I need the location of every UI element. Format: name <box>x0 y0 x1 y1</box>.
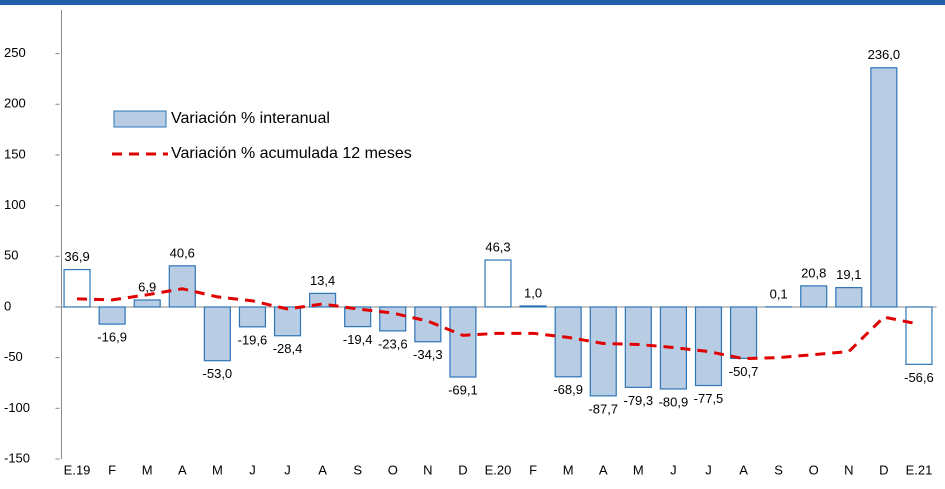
x-tick-label: M <box>633 462 644 477</box>
x-tick-label: A <box>599 462 608 477</box>
line <box>76 287 920 361</box>
x-tick-label: E.20 <box>485 462 512 477</box>
x-tick-label: E.19 <box>64 462 91 477</box>
value-label: -19,6 <box>238 332 268 347</box>
value-label: -34,3 <box>413 347 443 362</box>
value-label: -16,9 <box>97 330 127 345</box>
value-label: -69,1 <box>448 382 478 397</box>
value-label: 1,0 <box>524 285 542 300</box>
legend-label: Variación % acumulada 12 meses <box>171 145 412 162</box>
bar <box>273 306 302 337</box>
bar <box>519 305 547 308</box>
x-tick-label: J <box>284 462 291 477</box>
bar <box>449 306 477 378</box>
top-bar <box>0 0 945 5</box>
value-label: -53,0 <box>203 366 233 381</box>
bar <box>905 306 933 365</box>
x-tick-label: J <box>670 462 677 477</box>
value-label: 6,9 <box>138 279 156 294</box>
value-label: -50,7 <box>729 364 759 379</box>
bar <box>835 287 863 308</box>
value-label: 13,4 <box>310 273 335 288</box>
y-tick-label: -150 <box>4 450 30 465</box>
y-tick-label: 250 <box>4 45 26 60</box>
x-tick-label: D <box>879 462 888 477</box>
x-tick-label: S <box>774 462 783 477</box>
value-label: 46,3 <box>485 239 510 254</box>
bar <box>870 67 898 308</box>
bar <box>554 306 582 378</box>
value-label: 40,6 <box>170 245 195 260</box>
bar <box>238 306 267 328</box>
x-tick-label: A <box>739 462 748 477</box>
x-tick-label: S <box>353 462 362 477</box>
legend-swatch <box>113 110 167 128</box>
bar <box>414 306 442 343</box>
y-tick-label: 200 <box>4 96 26 111</box>
x-tick-label: E.21 <box>906 462 933 477</box>
value-label: -28,4 <box>273 341 303 356</box>
value-label: 20,8 <box>801 265 826 280</box>
x-tick-label: J <box>249 462 256 477</box>
value-label: -80,9 <box>659 394 689 409</box>
bar <box>63 268 91 308</box>
bar <box>484 259 512 308</box>
bar <box>589 306 617 397</box>
x-tick-label: M <box>142 462 153 477</box>
x-tick-label: N <box>423 462 432 477</box>
x-tick-label: M <box>563 462 574 477</box>
value-label: -87,7 <box>588 401 618 416</box>
y-tick-label: -100 <box>4 400 30 415</box>
bar <box>168 265 196 308</box>
y-tick-label: 150 <box>4 146 26 161</box>
bar <box>624 306 652 388</box>
x-tick-label: D <box>458 462 467 477</box>
value-label: -79,3 <box>623 393 653 408</box>
value-label: -77,5 <box>694 391 724 406</box>
bar <box>729 306 758 359</box>
x-tick-label: O <box>388 462 398 477</box>
x-tick-label: A <box>178 462 187 477</box>
value-label: -23,6 <box>378 336 408 351</box>
value-label: 236,0 <box>868 47 901 62</box>
x-tick-label: O <box>809 462 819 477</box>
bar <box>694 306 723 387</box>
y-tick-label: 50 <box>4 248 18 263</box>
x-tick-label: A <box>318 462 327 477</box>
x-tick-label: F <box>529 462 537 477</box>
value-label: 19,1 <box>836 267 861 282</box>
bar <box>98 306 126 325</box>
bar <box>800 285 828 308</box>
y-tick-label: -50 <box>4 349 23 364</box>
legend-label: Variación % interanual <box>171 110 330 127</box>
bar <box>203 306 231 362</box>
value-label: -56,6 <box>904 370 934 385</box>
value-label: -68,9 <box>553 382 583 397</box>
x-tick-label: J <box>705 462 712 477</box>
bar <box>344 306 372 328</box>
value-label: 36,9 <box>64 249 89 264</box>
y-tick-label: 100 <box>4 197 26 212</box>
x-tick-label: M <box>212 462 223 477</box>
y-tick-label: 0 <box>4 298 11 313</box>
x-tick-label: F <box>108 462 116 477</box>
value-label: -19,4 <box>343 332 373 347</box>
x-tick-label: N <box>844 462 853 477</box>
value-label: 0,1 <box>770 286 788 301</box>
bar <box>133 299 161 308</box>
